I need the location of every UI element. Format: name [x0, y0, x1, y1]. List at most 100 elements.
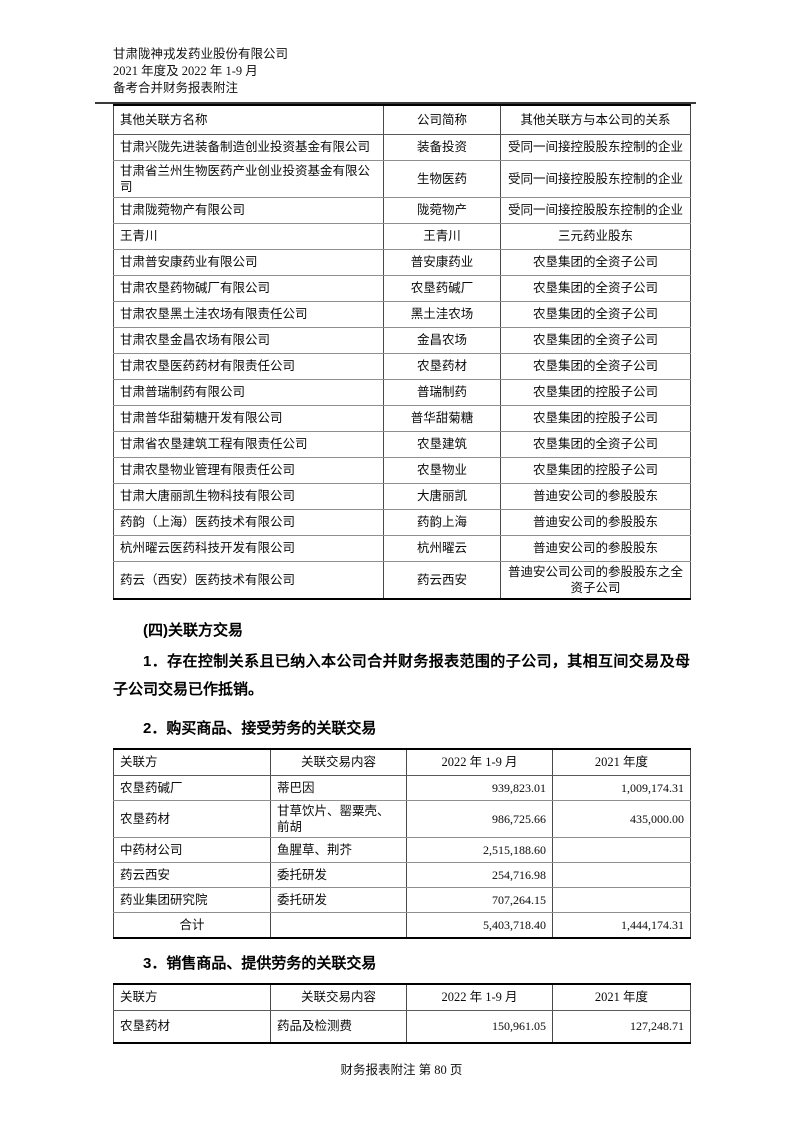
table-cell: 三元药业股东: [500, 222, 691, 250]
table-cell: 甘肃农垦金昌农场有限公司: [113, 326, 384, 354]
purchase-transactions-table: 关联方 关联交易内容 2022 年 1-9 月 2021 年度 农垦药碱厂 蒂巴…: [113, 747, 691, 939]
column-header: 其他关联方与本公司的关系: [500, 104, 691, 135]
table-cell: 王青川: [383, 222, 501, 250]
table-cell: 农垦药碱厂: [113, 775, 271, 801]
table-cell: 生物医药: [383, 159, 501, 198]
table-row: 药韵（上海）医药技术有限公司 药韵上海 普迪安公司的参股股东: [113, 508, 691, 536]
table-cell: 药品及检测费: [270, 1010, 407, 1043]
table-row: 王青川 王青川 三元药业股东: [113, 222, 691, 250]
table-cell: 甘肃农垦物业管理有限责任公司: [113, 456, 384, 484]
column-header: 关联交易内容: [270, 983, 407, 1011]
table-row: 杭州曜云医药科技开发有限公司 杭州曜云 普迪安公司的参股股东: [113, 534, 691, 562]
header-rule: [95, 102, 696, 104]
table-cell: 甘肃农垦药物碱厂有限公司: [113, 274, 384, 302]
table-cell: 甘肃大唐丽凯生物科技有限公司: [113, 482, 384, 510]
column-header: 关联方: [113, 748, 271, 776]
total-label-cell: 合计: [113, 912, 271, 938]
table-cell: [552, 862, 691, 888]
table-cell: 药韵上海: [383, 508, 501, 536]
table-row: 甘肃省农垦建筑工程有限责任公司 农垦建筑 农垦集团的全资子公司: [113, 430, 691, 458]
table-row: 甘肃普瑞制药有限公司 普瑞制药 农垦集团的控股子公司: [113, 378, 691, 406]
table-cell: 甘肃省兰州生物医药产业创业投资基金有限公司: [113, 159, 384, 198]
table-cell: 受同一间接控股股东控制的企业: [500, 133, 691, 161]
table-cell: 农垦药材: [113, 800, 271, 838]
table-cell: 蒂巴因: [270, 775, 407, 801]
table-row: 药云（西安）医药技术有限公司 药云西安 普迪安公司公司的参股股东之全资子公司: [113, 560, 691, 599]
table-cell: [552, 837, 691, 863]
table-row: 药云西安 委托研发 254,716.98: [113, 862, 691, 888]
table-cell: 农垦集团的全资子公司: [500, 326, 691, 354]
table-cell: [270, 912, 407, 938]
table-cell: 药韵（上海）医药技术有限公司: [113, 508, 384, 536]
table-cell: 254,716.98: [406, 862, 553, 888]
table-header-row: 关联方 关联交易内容 2022 年 1-9 月 2021 年度: [113, 983, 691, 1011]
table-row: 甘肃农垦医药药材有限责任公司 农垦药材 农垦集团的全资子公司: [113, 352, 691, 380]
company-name-line: 甘肃陇神戎发药业股份有限公司: [113, 47, 289, 61]
table-row: 农垦药材 药品及检测费 150,961.05 127,248.71: [113, 1010, 691, 1043]
heading-sales-transactions: 3．销售商品、提供劳务的关联交易: [143, 954, 377, 972]
table-row: 甘肃农垦金昌农场有限公司 金昌农场 农垦集团的全资子公司: [113, 326, 691, 354]
paragraph-subsidiary-elimination-note: 1．存在控制关系且已纳入本公司合并财务报表范围的子公司，其相互间交易及母子公司交…: [113, 652, 690, 698]
table-cell: 986,725.66: [406, 800, 553, 838]
table-row: 甘肃农垦药物碱厂有限公司 农垦药碱厂 农垦集团的全资子公司: [113, 274, 691, 302]
table-cell: 药云西安: [383, 560, 501, 599]
column-header: 2021 年度: [552, 748, 691, 776]
table-cell: 435,000.00: [552, 800, 691, 838]
table-row: 甘肃普安康药业有限公司 普安康药业 农垦集团的全资子公司: [113, 248, 691, 276]
table-cell: 杭州曜云: [383, 534, 501, 562]
table-cell: 普华甜菊糖: [383, 404, 501, 432]
table-row: 中药材公司 鱼腥草、荆芥 2,515,188.60: [113, 837, 691, 863]
document-header: 甘肃陇神戎发药业股份有限公司 2021 年度及 2022 年 1-9 月 备考合…: [113, 0, 698, 97]
table-cell: 普迪安公司公司的参股股东之全资子公司: [500, 560, 691, 599]
table-cell: 127,248.71: [552, 1010, 691, 1043]
table-cell: 农垦建筑: [383, 430, 501, 458]
table-cell: 甘肃普华甜菊糖开发有限公司: [113, 404, 384, 432]
table-cell: 甘肃普瑞制药有限公司: [113, 378, 384, 406]
related-parties-table: 其他关联方名称 公司简称 其他关联方与本公司的关系 甘肃兴陇先进装备制造创业投资…: [113, 104, 691, 600]
column-header: 关联交易内容: [270, 748, 407, 776]
table-cell: 5,403,718.40: [406, 912, 553, 938]
table-cell: 农垦集团的全资子公司: [500, 274, 691, 302]
table-row: 农垦药材 甘草饮片、罂粟壳、前胡 986,725.66 435,000.00: [113, 800, 691, 838]
total-row: 合计 5,403,718.40 1,444,174.31: [113, 912, 691, 938]
table-cell: 1,009,174.31: [552, 775, 691, 801]
table-cell: 农垦药碱厂: [383, 274, 501, 302]
table-cell: 939,823.01: [406, 775, 553, 801]
table-cell: 甘肃陇菀物产有限公司: [113, 196, 384, 224]
table-cell: 农垦集团的全资子公司: [500, 352, 691, 380]
table-cell: 委托研发: [270, 862, 407, 888]
column-header: 2022 年 1-9 月: [406, 983, 553, 1011]
table-cell: 农垦集团的控股子公司: [500, 378, 691, 406]
table-cell: 150,961.05: [406, 1010, 553, 1043]
table-row: 甘肃大唐丽凯生物科技有限公司 大唐丽凯 普迪安公司的参股股东: [113, 482, 691, 510]
column-header: 关联方: [113, 983, 271, 1011]
table-cell: 甘肃兴陇先进装备制造创业投资基金有限公司: [113, 133, 384, 161]
table-cell: 陇菀物产: [383, 196, 501, 224]
table-cell: 大唐丽凯: [383, 482, 501, 510]
sales-transactions-table: 关联方 关联交易内容 2022 年 1-9 月 2021 年度 农垦药材 药品及…: [113, 982, 691, 1044]
table-row: 甘肃普华甜菊糖开发有限公司 普华甜菊糖 农垦集团的控股子公司: [113, 404, 691, 432]
table-cell: 普瑞制药: [383, 378, 501, 406]
column-header: 2021 年度: [552, 983, 691, 1011]
table-header-row: 关联方 关联交易内容 2022 年 1-9 月 2021 年度: [113, 748, 691, 776]
table-row: 甘肃兴陇先进装备制造创业投资基金有限公司 装备投资 受同一间接控股股东控制的企业: [113, 133, 691, 161]
table-cell: [552, 887, 691, 913]
table-cell: 农垦药材: [113, 1010, 271, 1043]
section-heading-related-transactions: (四)关联方交易: [143, 621, 243, 639]
table-cell: 普迪安公司的参股股东: [500, 534, 691, 562]
report-title-line: 备考合并财务报表附注: [113, 81, 239, 95]
table-row: 甘肃农垦黑土洼农场有限责任公司 黑土洼农场 农垦集团的全资子公司: [113, 300, 691, 328]
table-cell: 杭州曜云医药科技开发有限公司: [113, 534, 384, 562]
page-footer: 财务报表附注 第 80 页: [340, 1062, 463, 1077]
table-cell: 农垦物业: [383, 456, 501, 484]
table-cell: 农垦集团的控股子公司: [500, 404, 691, 432]
table-cell: 农垦集团的全资子公司: [500, 300, 691, 328]
table-row: 甘肃省兰州生物医药产业创业投资基金有限公司 生物医药 受同一间接控股股东控制的企…: [113, 159, 691, 198]
table-cell: 2,515,188.60: [406, 837, 553, 863]
table-cell: 黑土洼农场: [383, 300, 501, 328]
column-header: 2022 年 1-9 月: [406, 748, 553, 776]
heading-purchase-transactions: 2．购买商品、接受劳务的关联交易: [143, 719, 377, 737]
table-cell: 鱼腥草、荆芥: [270, 837, 407, 863]
document-page: 甘肃陇神戎发药业股份有限公司 2021 年度及 2022 年 1-9 月 备考合…: [95, 0, 698, 1078]
column-header: 其他关联方名称: [113, 104, 384, 135]
